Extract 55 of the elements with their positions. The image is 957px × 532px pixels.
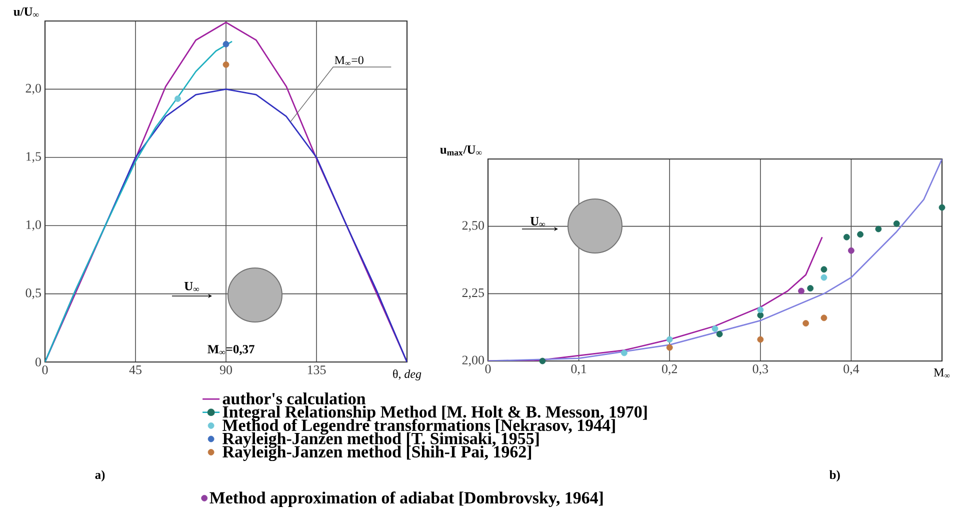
point [848, 247, 854, 254]
y-tick-label: 2,25 [462, 288, 484, 299]
point [222, 40, 230, 48]
point [820, 266, 828, 273]
point [802, 320, 809, 326]
point [757, 306, 764, 314]
x-tick-label: 0,1 [571, 364, 586, 376]
x-tick-label: 45 [129, 366, 142, 374]
annotation: M$_{∞}$=0,37 [208, 344, 254, 356]
y-tick-label: 1,0 [26, 220, 41, 231]
text: a) [95, 470, 105, 482]
y-tick-label: 1,5 [26, 152, 41, 163]
legend-label: author's calculation [222, 392, 366, 404]
point [621, 350, 628, 356]
y-axis-title: u/U$_{∞}$ [14, 7, 39, 17]
legend-label: Rayleigh-Janzen method [Shih-I Pai, 1962] [222, 446, 532, 462]
point [712, 325, 718, 332]
point [820, 274, 828, 281]
point [757, 312, 764, 318]
x-axis-title: M$_{∞}$ [934, 368, 950, 378]
x-tick-label: 0,2 [662, 364, 677, 376]
legend-label: Method approximation of adiabat [Dombrovsky, 1964] [210, 491, 603, 508]
y-axis-title: u$_{max}$/U$_{∞}$ [440, 145, 482, 156]
x-tick-label: 135 [308, 366, 326, 374]
point [843, 234, 850, 240]
y-tick-label: 2,00 [462, 356, 484, 366]
point [875, 226, 882, 232]
point [539, 358, 546, 364]
point [666, 344, 673, 351]
point [716, 330, 723, 338]
x-tick-label: 0 [42, 366, 48, 374]
point [893, 220, 900, 227]
point [807, 285, 814, 292]
annotation: U$_{∞}$ [530, 217, 546, 226]
point [938, 204, 946, 211]
x-tick-label: 0 [485, 364, 491, 374]
point [174, 96, 181, 102]
y-tick-label: 0 [36, 358, 41, 366]
point [820, 314, 828, 322]
annotation: U$_{∞}$ [184, 282, 200, 292]
x-tick-label: 90 [220, 366, 232, 374]
point [798, 288, 804, 294]
line-series [488, 159, 942, 361]
point [666, 336, 673, 343]
point [222, 61, 230, 68]
point [857, 231, 864, 238]
point [757, 336, 764, 343]
y-tick-label: 2,0 [26, 84, 41, 95]
x-axis-title: θ, deg [393, 370, 422, 380]
annotation: M$_{∞}$=0 [334, 56, 364, 66]
y-tick-label: 2,50 [462, 221, 484, 232]
x-tick-label: 0,4 [844, 364, 860, 376]
text: b) [829, 470, 840, 482]
x-tick-label: 0,3 [752, 364, 768, 376]
y-tick-label: 0,5 [26, 288, 41, 300]
